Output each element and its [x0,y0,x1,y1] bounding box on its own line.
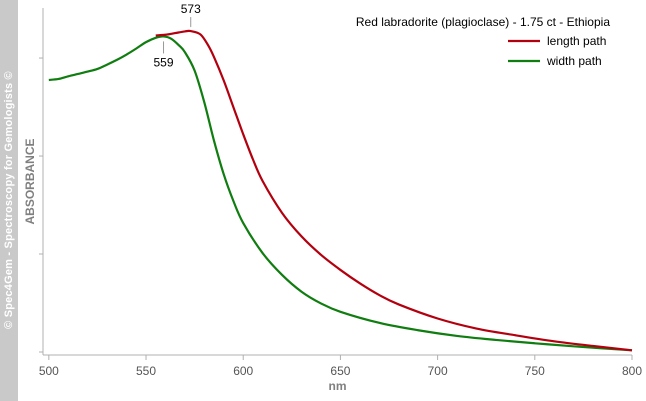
annotation-layer: 573 559 [154,2,202,69]
x-tick-label: 600 [233,364,253,378]
x-tick-label: 800 [622,364,642,378]
peak-label: 573 [181,2,201,16]
x-tick-label: 650 [330,364,350,378]
x-tick-label: 500 [39,364,59,378]
legend-label: length path [547,34,606,48]
peak-label: 559 [154,55,174,69]
x-tick-label: 550 [136,364,156,378]
series-line-width-path [48,35,633,352]
x-tick-label: 700 [428,364,448,378]
copyright-sidebar: © Spec4Gem - Spectroscopy for Gemologist… [0,0,18,401]
y-axis-title: ABSORBANCE [23,138,37,224]
x-axis-title: nm [329,379,347,393]
legend-label: width path [546,54,602,68]
series-line-length-path [155,29,633,352]
series-layer [48,29,633,352]
legend: Red labradorite (plagioclase) - 1.75 ct … [356,15,610,68]
axes: 500 550 600 650 700 750 800 nm ABSORBANCE [23,8,642,393]
x-tick-label: 750 [525,364,545,378]
chart-title: Red labradorite (plagioclase) - 1.75 ct … [356,15,610,29]
